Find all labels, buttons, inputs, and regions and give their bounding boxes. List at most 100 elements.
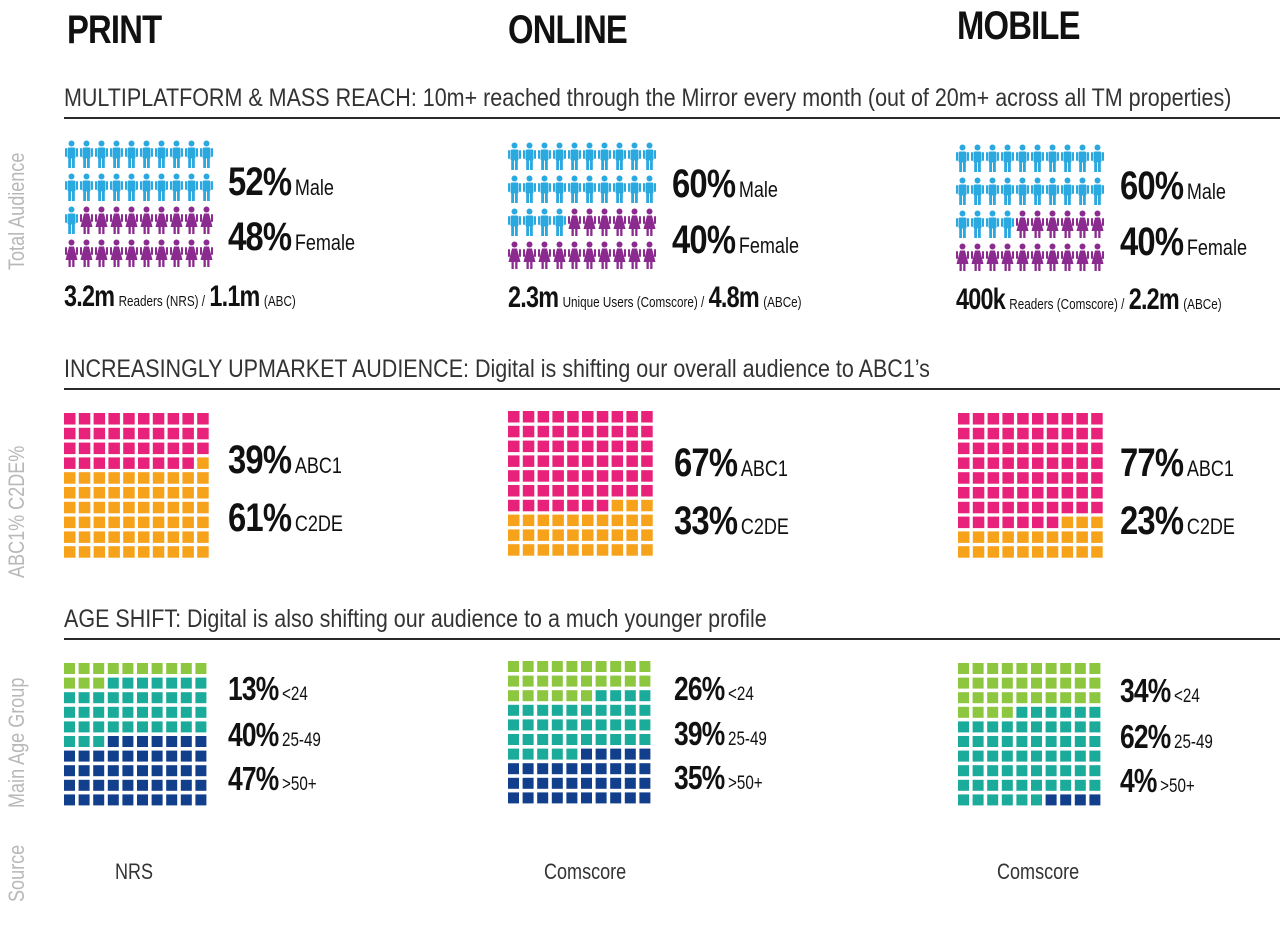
reach-figures: 3.2m Readers (NRS) / 1.1m (ABC) [64,280,296,313]
waffle-cell [1076,487,1088,499]
waffle-cell [1031,663,1042,674]
waffle-cell [1046,516,1059,529]
female-figure-icon [140,239,153,267]
female-figure-icon [140,206,153,234]
waffle-cell [537,425,550,438]
waffle-cell [167,427,180,440]
waffle-cell [78,427,91,440]
waffle-cell [93,721,105,733]
waffle-cell [166,721,178,733]
male-figure-icon [1001,177,1014,205]
waffle-cell [151,779,163,791]
waffle-cell [1031,692,1042,704]
waffle-cell [1046,472,1059,484]
waffle-cell [566,675,578,687]
waffle-cell [972,677,984,689]
waffle-cell [595,661,607,672]
male-figure-icon [1061,144,1074,172]
waffle-cell [508,777,519,789]
waffle-cell [566,734,578,745]
waffle-cell [551,675,563,687]
waffle-cell [508,529,520,541]
male-figure-icon [986,210,999,238]
waffle-cell [1060,663,1072,674]
waffle-cell [1001,765,1013,777]
age-waffle-print [64,663,207,806]
waffle-cell [1091,546,1103,558]
waffle-cell [1060,692,1072,704]
waffle-cell [626,544,638,556]
waffle-cell [180,765,192,777]
waffle-cell [1017,442,1029,455]
waffle-cell [1046,531,1059,543]
waffle-cell [108,442,120,455]
waffle-cell [166,779,178,791]
waffle-cell [167,501,180,514]
male-figure-icon [568,142,581,170]
waffle-cell [958,677,969,689]
stat-male: 52% Male [228,160,334,204]
waffle-cell [972,721,984,733]
waffle-cell [1002,427,1014,440]
waffle-cell [1060,706,1072,718]
female-figure-icon [80,206,93,234]
waffle-cell [626,411,638,423]
waffle-cell [93,472,106,484]
waffle-cell [167,472,180,484]
waffle-cell [552,470,564,482]
waffle-cell [152,427,165,440]
waffle-cell [138,457,150,469]
waffle-cell [166,692,178,704]
stat-age-25-49: 39% 25-49 [674,715,767,752]
male-figure-icon [568,175,581,203]
waffle-cell [1031,794,1042,806]
waffle-cell [626,514,638,527]
female-figure-icon [185,206,198,234]
waffle-cell [522,544,535,556]
waffle-cell [972,442,985,455]
reach-figures: 2.3m Unique Users (Comscore) / 4.8m (ABC… [508,281,802,314]
waffle-cell [624,734,636,745]
female-figure-icon [1031,210,1044,238]
waffle-cell [611,499,624,512]
waffle-cell [987,663,999,674]
waffle-cell [1016,779,1028,791]
waffle-cell [567,544,579,556]
waffle-cell [93,457,106,469]
waffle-cell [166,765,178,777]
waffle-cell [1002,546,1014,558]
waffle-cell [122,736,134,747]
waffle-cell [137,706,148,718]
stat-age-25-49: 62% 25-49 [1120,718,1213,755]
male-figure-icon [1016,144,1029,172]
waffle-cell [1016,692,1028,704]
waffle-cell [1046,413,1059,425]
waffle-cell [508,792,519,804]
waffle-cell [639,661,651,672]
waffle-cell [122,765,134,777]
female-figure-icon [598,241,611,269]
platform-header-mobile: MOBILE [957,4,1080,48]
waffle-cell [151,706,163,718]
waffle-cell [581,719,592,731]
waffle-cell [93,779,105,791]
waffle-cell [108,546,120,558]
waffle-cell [64,457,76,469]
waffle-cell [624,763,636,775]
female-figure-icon [613,241,626,269]
waffle-cell [1076,516,1088,529]
waffle-cell [522,470,535,482]
waffle-cell [152,546,165,558]
waffle-cell [182,531,194,543]
waffle-cell [1074,677,1086,689]
waffle-cell [1032,457,1044,469]
waffle-cell [610,690,622,702]
waffle-cell [1031,721,1042,733]
waffle-cell [107,663,119,674]
male-figure-icon [1046,177,1059,205]
waffle-cell [958,457,970,469]
waffle-cell [537,704,549,716]
waffle-cell [551,777,563,789]
waffle-cell [582,514,594,527]
waffle-cell [122,706,134,718]
